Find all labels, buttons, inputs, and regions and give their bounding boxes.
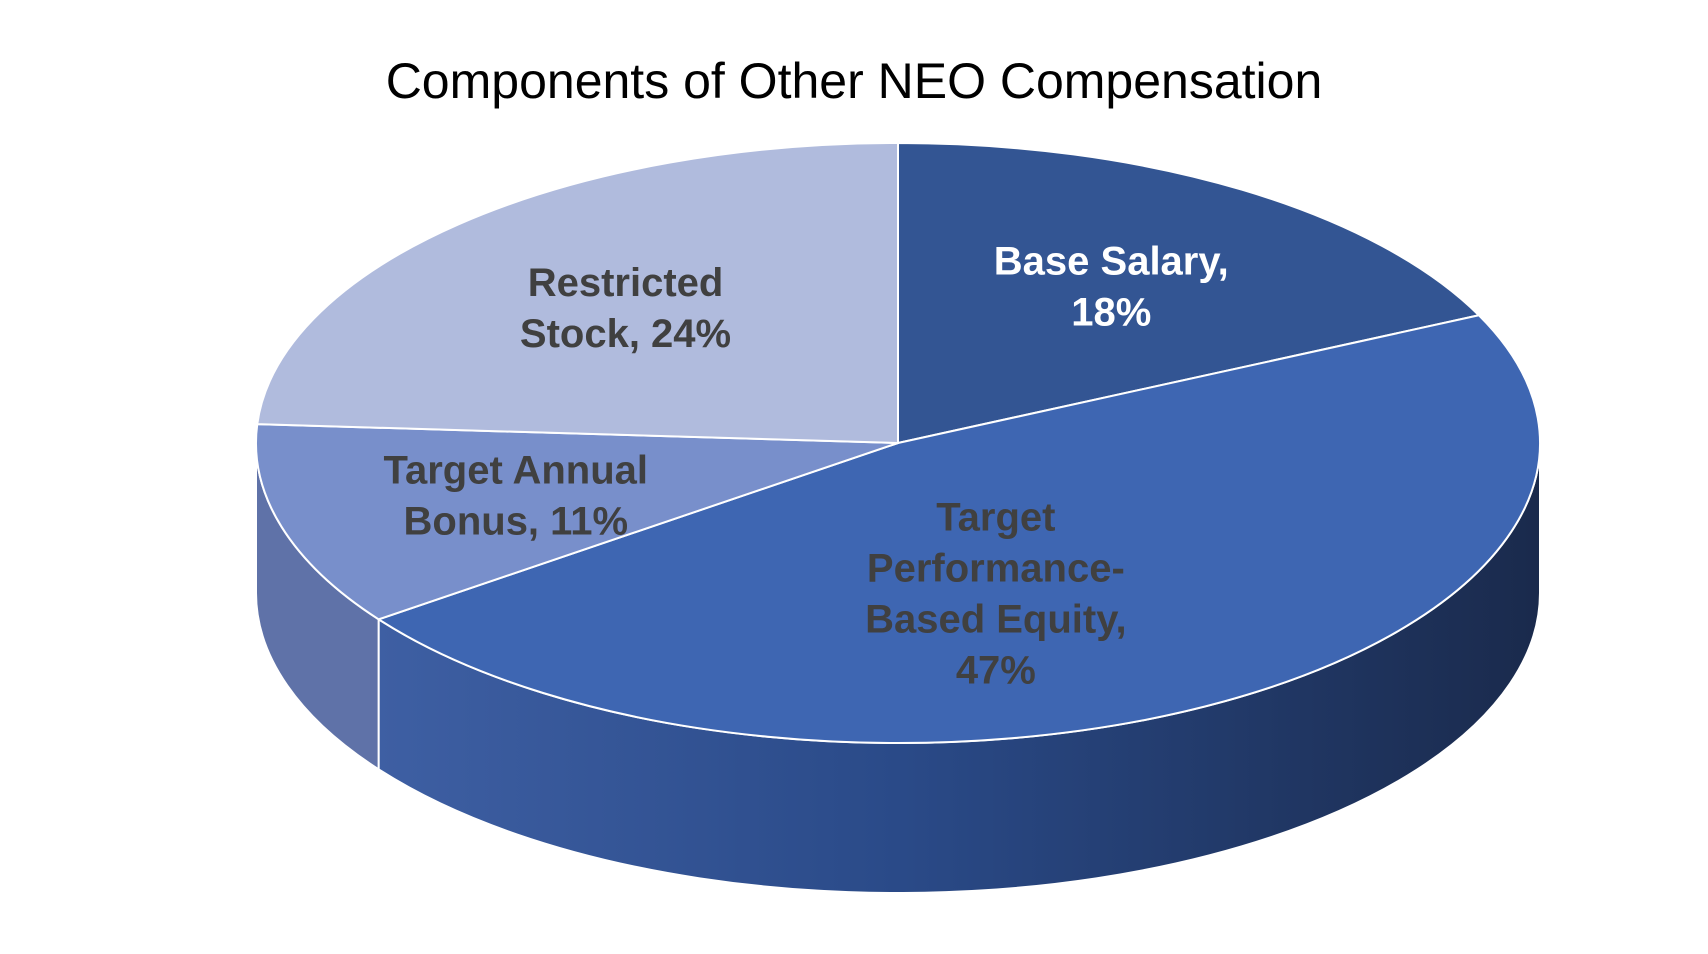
pie-top bbox=[255, 141, 1541, 744]
pie-slice-target-performance-based-equity bbox=[376, 314, 1541, 744]
pie-slice-target-annual-bonus bbox=[255, 423, 899, 621]
slice-label-base-salary: Base Salary, 18% bbox=[994, 239, 1229, 334]
slice-labels: Base Salary, 18% Target Performance-Based E… bbox=[384, 239, 1229, 692]
slice-label-target-performance-based-equity: Target Performance-Based Equity, 47% bbox=[865, 496, 1127, 693]
pie-slice-restricted-stock bbox=[256, 141, 899, 445]
slice-label-target-annual-bonus: Target Annual Bonus, 11% bbox=[384, 448, 648, 543]
slice-label-restricted-stock: Restricted Stock, 24% bbox=[520, 261, 731, 356]
chart-title: Components of Other NEO Compensation bbox=[385, 53, 1323, 109]
pie-slice-base-salary bbox=[897, 141, 1481, 445]
